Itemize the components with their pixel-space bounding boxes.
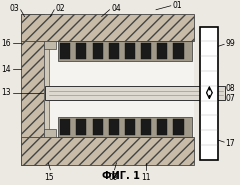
Text: ФИГ. 1: ФИГ. 1 bbox=[102, 171, 140, 181]
Bar bbox=[60, 119, 70, 135]
Bar bbox=[44, 129, 56, 137]
Bar bbox=[21, 14, 194, 41]
Bar bbox=[174, 43, 184, 59]
Text: 07: 07 bbox=[225, 94, 235, 103]
Text: 02: 02 bbox=[55, 4, 65, 13]
Text: 16: 16 bbox=[1, 39, 11, 48]
Bar bbox=[93, 119, 103, 135]
Bar bbox=[21, 14, 44, 165]
Bar bbox=[76, 119, 86, 135]
Bar bbox=[45, 86, 225, 100]
Bar bbox=[44, 41, 194, 137]
Bar bbox=[76, 43, 86, 59]
Bar bbox=[141, 43, 151, 59]
Text: 99: 99 bbox=[225, 39, 235, 48]
Bar bbox=[125, 119, 135, 135]
Bar bbox=[125, 43, 135, 59]
Text: 04: 04 bbox=[112, 4, 121, 13]
Bar bbox=[200, 26, 218, 160]
Bar bbox=[157, 119, 167, 135]
Text: 11: 11 bbox=[141, 173, 151, 182]
Text: 01: 01 bbox=[173, 1, 182, 10]
Bar bbox=[93, 43, 103, 59]
Text: 03: 03 bbox=[10, 4, 20, 13]
Bar bbox=[44, 41, 49, 137]
Bar bbox=[60, 43, 70, 59]
Bar bbox=[58, 41, 192, 61]
Text: 08: 08 bbox=[225, 84, 235, 93]
Text: 14: 14 bbox=[1, 65, 11, 73]
Bar bbox=[21, 137, 194, 165]
Bar bbox=[141, 119, 151, 135]
Bar bbox=[109, 119, 119, 135]
Bar bbox=[109, 43, 119, 59]
Bar bbox=[174, 119, 184, 135]
Text: 13: 13 bbox=[1, 88, 11, 97]
Bar bbox=[157, 43, 167, 59]
Text: 09: 09 bbox=[109, 173, 118, 182]
Text: 17: 17 bbox=[225, 139, 235, 148]
Bar bbox=[44, 41, 56, 49]
Bar bbox=[58, 117, 192, 137]
Text: 15: 15 bbox=[44, 173, 54, 182]
